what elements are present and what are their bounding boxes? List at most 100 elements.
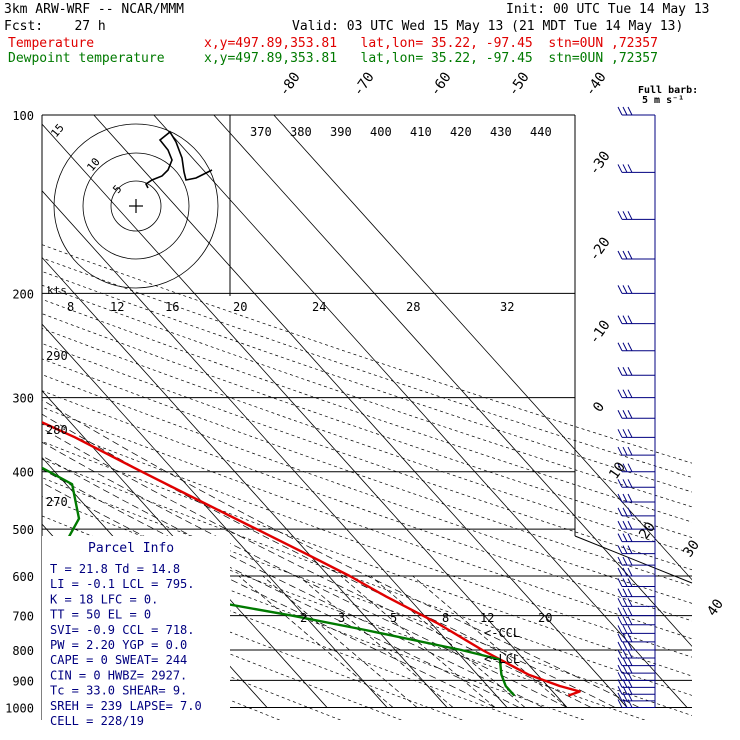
- forecast-hour: Fcst: 27 h: [4, 19, 106, 34]
- valid-time: Valid: 03 UTC Wed 15 May 13 (21 MDT Tue …: [292, 19, 684, 34]
- wind-barb-flag: [627, 672, 633, 681]
- wind-barb-flag: [622, 285, 628, 294]
- dewpoint-legend-label: Dewpoint temperature: [8, 51, 165, 66]
- isotherm-line: [213, 115, 692, 647]
- parcel-info-row: K = 18 LFC = 0.: [50, 592, 158, 606]
- pressure-tick-label: 800: [12, 644, 34, 658]
- hodograph-ring: [110, 180, 162, 232]
- theta-tick-label: 440: [530, 125, 552, 139]
- pressure-tick-label: 1000: [5, 701, 34, 715]
- temperature-profile: [42, 420, 581, 697]
- barb-legend-unit: 5 m s⁻¹: [642, 95, 684, 106]
- barb-legend: Full barb: 5 m s⁻¹: [638, 85, 698, 106]
- wind-barb-flag: [617, 342, 623, 351]
- mixing-ratio-label: 3: [338, 611, 345, 625]
- moist-adiabat-line: [42, 441, 568, 708]
- mixing-ratio-label: 5: [390, 611, 397, 625]
- wind-barb-flag: [617, 520, 623, 530]
- parcel-info-row: T = 21.8 Td = 14.8: [50, 562, 180, 576]
- parcel-info-row: LI = -0.1 LCL = 795.: [50, 577, 195, 591]
- wind-barb-flag: [627, 641, 633, 651]
- wind-barb-flag: [622, 567, 628, 577]
- pressure-tick-label: 400: [12, 466, 34, 480]
- wind-barb-flag: [617, 545, 623, 554]
- theta-tick-label: 400: [370, 125, 392, 139]
- wind-barb-flag: [617, 556, 623, 566]
- temperature-tick-label: -50: [505, 69, 533, 99]
- theta-e-tick-label: 24: [312, 300, 326, 314]
- wind-barb-flag: [622, 616, 628, 625]
- wind-barb-flag: [622, 672, 628, 681]
- wind-barb-flag: [617, 625, 623, 634]
- wind-barb-flag: [627, 625, 633, 634]
- parcel-info-row: SVI= -0.9 CCL = 718.: [50, 623, 195, 637]
- theta-e-tick-label: 20: [233, 300, 247, 314]
- wind-barb-flag: [617, 315, 623, 324]
- pressure-tick-label: 500: [12, 523, 34, 537]
- plot-right-border: [574, 535, 693, 584]
- wind-barb-flag: [627, 588, 633, 597]
- wind-barb-flag: [617, 657, 623, 666]
- mixing-ratio-label: 12: [480, 611, 494, 625]
- wind-barb-flag: [617, 633, 623, 643]
- dry-adiabat-label: 280: [46, 423, 68, 437]
- wind-barb-flag: [627, 211, 633, 220]
- wind-barb-flag: [617, 679, 623, 688]
- mixing-ratio-label: 20: [538, 611, 552, 625]
- wind-barb-flag: [617, 446, 623, 456]
- dry-adiabat-line: [42, 390, 692, 622]
- isotherm-line: [42, 190, 508, 708]
- temperature-tick-label: 10: [606, 459, 629, 482]
- wind-barb-flag: [617, 672, 623, 681]
- wind-barb-flag: [627, 250, 633, 260]
- theta-e-tick-label: 16: [165, 300, 179, 314]
- dry-adiabat-line: [42, 406, 692, 640]
- wind-barb-flag: [627, 285, 633, 294]
- wind-barb-flag: [622, 429, 628, 438]
- wind-barb-flag: [622, 479, 628, 488]
- hodograph-ring-label: 15: [48, 121, 66, 140]
- hodograph-ring-label: 10: [84, 155, 102, 174]
- pressure-tick-label: 200: [12, 287, 34, 301]
- dry-adiabat-line: [42, 458, 692, 696]
- hodograph-trace: [144, 130, 213, 189]
- wind-barb-flag: [627, 463, 633, 472]
- dry-adiabat-line: [42, 441, 692, 677]
- dewpoint-legend-info: x,y=497.89,353.81 lat,lon= 35.22, -97.45…: [204, 51, 658, 66]
- wind-barb-flag: [627, 493, 633, 503]
- mixing-ratio-line: [370, 575, 526, 708]
- wind-barb-flag: [617, 250, 623, 260]
- dry-adiabat-line: [42, 477, 692, 716]
- wind-barb-flag: [617, 567, 623, 577]
- wind-barb-flag: [622, 446, 628, 456]
- wind-barb-flag: [622, 342, 628, 351]
- pressure-tick-label: 600: [12, 570, 34, 584]
- wind-barb-flag: [617, 106, 623, 116]
- wind-barb-flag: [622, 625, 628, 634]
- parcel-info-row: CAPE = 0 SWEAT= 244: [50, 653, 187, 667]
- isotherm-line: [42, 323, 388, 708]
- dry-adiabat-line: [42, 271, 692, 493]
- wind-barb-flag: [627, 567, 633, 577]
- temperature-legend-info: x,y=497.89,353.81 lat,lon= 35.22, -97.45…: [204, 36, 658, 51]
- wind-barb-flag: [627, 507, 633, 517]
- wind-barb-flag: [617, 588, 623, 597]
- wind-barb-flag: [627, 578, 633, 587]
- wind-barb-flag: [617, 285, 623, 294]
- wind-barb-flag: [627, 664, 633, 674]
- parcel-info-row: PW = 2.20 YGP = 0.0: [50, 638, 187, 652]
- wind-barb-flag: [622, 556, 628, 566]
- wind-barb-flag: [617, 607, 623, 616]
- wind-barb-flag: [627, 164, 633, 173]
- wind-barb-flag: [622, 641, 628, 651]
- wind-barb-flag: [627, 616, 633, 625]
- wind-barb-flag: [627, 342, 633, 351]
- wind-barb-flag: [617, 493, 623, 503]
- temperature-legend-label: Temperature: [8, 36, 95, 51]
- wind-barb-flag: [617, 410, 623, 419]
- wind-barb-flag: [617, 211, 623, 220]
- isotherm-line: [93, 115, 628, 708]
- wind-barb-flag: [627, 106, 633, 116]
- wind-barb-flag: [627, 649, 633, 659]
- wind-barb-flag: [622, 164, 628, 173]
